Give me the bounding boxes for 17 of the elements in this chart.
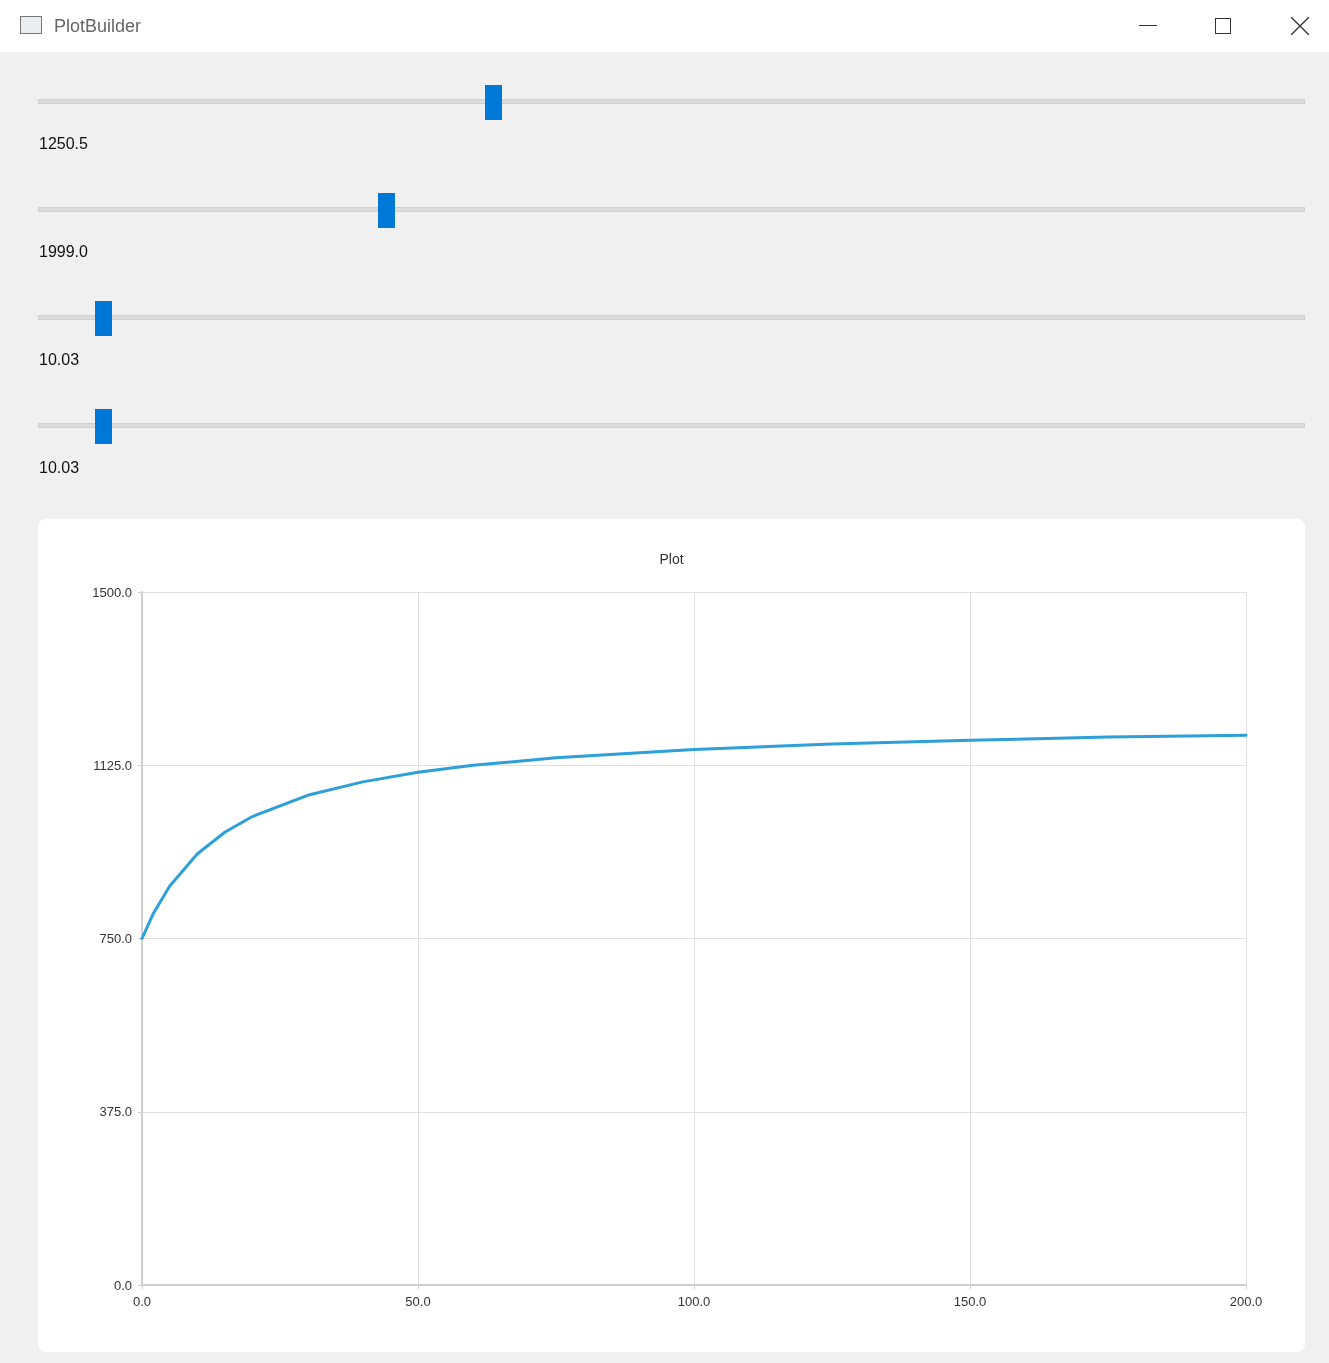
x-tick-label: 0.0 (132, 1294, 152, 1309)
y-tick-label: 750.0 (99, 931, 132, 946)
chart-title: Plot (659, 551, 684, 567)
text: PlotBuilder (54, 16, 142, 37)
y-tick-label: 1500.0 (92, 584, 132, 600)
y-tick-label: 1125.0 (93, 757, 132, 773)
x-tick-label: 50.0 (405, 1294, 431, 1309)
x-tick-label: 150.0 (953, 1294, 987, 1309)
text: 1999.0 (39, 243, 88, 261)
x-tick-label: 200.0 (1229, 1294, 1263, 1309)
line-series (140, 733, 1248, 940)
text: 10.03 (39, 351, 80, 369)
y-tick-label: 375.0 (99, 1104, 132, 1120)
text: 10.03 (39, 459, 80, 477)
x-tick-label: 100.0 (677, 1294, 711, 1309)
y-tick-label: 0.0 (113, 1277, 132, 1293)
text: 1250.5 (39, 135, 88, 153)
